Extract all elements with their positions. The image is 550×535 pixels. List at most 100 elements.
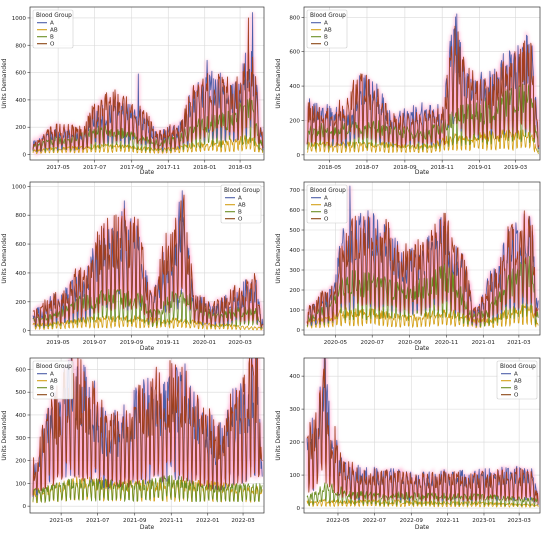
y-tick-label: 400 xyxy=(15,271,26,277)
legend-entry-O: O xyxy=(50,42,55,48)
legend-entry-B: B xyxy=(50,35,54,41)
x-tick-label: 2021-05 xyxy=(49,518,73,524)
x-tick-label: 2019-09 xyxy=(120,340,144,346)
y-tick-label: 500 xyxy=(15,390,26,396)
y-tick-label: 200 xyxy=(289,118,300,124)
legend-title: Blood Group xyxy=(310,188,346,194)
x-tick-label: 2020-01 xyxy=(193,340,217,346)
y-tick-label: 1000 xyxy=(12,16,27,22)
legend-entry-AB: AB xyxy=(50,28,58,34)
legend-entry-O: O xyxy=(514,393,519,399)
legend-entry-AB: AB xyxy=(514,379,522,385)
legend-entry-A: A xyxy=(514,372,518,378)
x-tick-label: 2021-03 xyxy=(507,340,531,346)
x-tick-label: 2023-03 xyxy=(507,518,531,524)
legend-entry-O: O xyxy=(50,393,55,399)
y-tick-label: 800 xyxy=(15,213,26,219)
x-tick-label: 2021-01 xyxy=(472,340,496,346)
plot-frame xyxy=(303,6,541,161)
x-axis-label: Date xyxy=(415,345,430,352)
y-tick-label: 0 xyxy=(22,153,26,159)
legend-entry-B: B xyxy=(238,210,242,216)
y-tick-label: 400 xyxy=(15,413,26,419)
plot-frame xyxy=(29,181,265,336)
x-axis-label: Date xyxy=(140,524,155,531)
y-tick-label: 0 xyxy=(22,329,26,335)
y-tick-label: 700 xyxy=(289,188,300,194)
y-tick-label: 1000 xyxy=(12,184,27,190)
x-tick-label: 2019-03 xyxy=(504,165,528,171)
chart-panel-4: 2020-05 2020-07 2020-09 2020-11 2021-01 2021-… xyxy=(275,181,541,352)
series-group xyxy=(305,185,540,330)
legend-title: Blood Group xyxy=(36,364,72,370)
y-tick-label: 100 xyxy=(289,308,300,314)
series-line-B xyxy=(306,255,539,328)
plot-frame xyxy=(29,357,265,514)
series-group xyxy=(305,13,540,154)
y-axis-label: Units Demanded xyxy=(275,410,282,460)
chart-panel-5: 2021-05 2021-07 2021-09 2021-11 2022-01 2022-… xyxy=(1,357,265,531)
legend-entry-AB: AB xyxy=(238,203,246,209)
y-axis-label: Units Demanded xyxy=(1,233,8,283)
series-line-AB xyxy=(306,303,539,329)
x-tick-label: 2020-05 xyxy=(324,340,348,346)
series-line-AB xyxy=(306,129,539,154)
series-line-AB xyxy=(32,135,264,154)
y-axis-label: Units Demanded xyxy=(1,58,8,108)
legend-entry-AB: AB xyxy=(324,28,332,34)
legend-entry-B: B xyxy=(514,386,518,392)
plot-frame xyxy=(303,181,541,336)
x-tick-label: 2018-09 xyxy=(393,165,417,171)
y-tick-label: 100 xyxy=(15,481,26,487)
chart-panel-6: 2022-05 2022-07 2022-09 2022-11 2023-01 2023-… xyxy=(275,357,541,531)
legend-entry-A: A xyxy=(238,196,242,202)
legend-entry-B: B xyxy=(50,386,54,392)
y-tick-label: 400 xyxy=(289,248,300,254)
series-line-O-tint xyxy=(306,210,539,326)
legend-entry-O: O xyxy=(324,217,329,223)
x-axis-label: Date xyxy=(140,169,155,176)
x-tick-label: 2020-03 xyxy=(228,340,252,346)
x-tick-label: 2020-09 xyxy=(398,340,422,346)
x-tick-label: 2022-03 xyxy=(231,518,255,524)
x-tick-label: 2018-03 xyxy=(228,165,252,171)
y-tick-label: 300 xyxy=(289,407,300,413)
x-tick-label: 2021-09 xyxy=(123,518,147,524)
series-group xyxy=(305,358,540,508)
x-tick-label: 2020-11 xyxy=(435,340,459,346)
series-line-O-tint xyxy=(306,358,539,504)
y-tick-label: 200 xyxy=(289,288,300,294)
y-tick-label: 100 xyxy=(289,473,300,479)
series-line-O-tint xyxy=(32,17,264,152)
series-line-O-tint xyxy=(306,26,540,148)
y-tick-label: 400 xyxy=(289,84,300,90)
x-tick-label: 2023-01 xyxy=(472,518,496,524)
y-tick-label: 300 xyxy=(15,436,26,442)
y-axis-label: Units Demanded xyxy=(1,410,8,460)
x-axis-label: Date xyxy=(415,169,430,176)
x-tick-label: 2022-09 xyxy=(400,518,424,524)
legend-box xyxy=(306,184,348,224)
series-line-O-tint xyxy=(32,358,263,496)
y-tick-label: 800 xyxy=(15,43,26,49)
x-tick-label: 2019-01 xyxy=(468,165,492,171)
x-tick-label: 2018-05 xyxy=(318,165,342,171)
y-tick-label: 600 xyxy=(15,71,26,77)
x-axis-label: Date xyxy=(140,345,155,352)
y-tick-label: 400 xyxy=(289,374,300,380)
series-line-AB xyxy=(306,498,539,508)
y-tick-label: 200 xyxy=(15,125,26,131)
x-tick-label: 2021-11 xyxy=(160,518,184,524)
y-tick-label: 600 xyxy=(15,242,26,248)
y-tick-label: 300 xyxy=(289,268,300,274)
y-tick-label: 500 xyxy=(289,228,300,234)
y-tick-label: 200 xyxy=(15,300,26,306)
legend-entry-AB: AB xyxy=(50,379,58,385)
x-tick-label: 2019-11 xyxy=(156,340,180,346)
x-tick-label: 2022-01 xyxy=(196,518,220,524)
